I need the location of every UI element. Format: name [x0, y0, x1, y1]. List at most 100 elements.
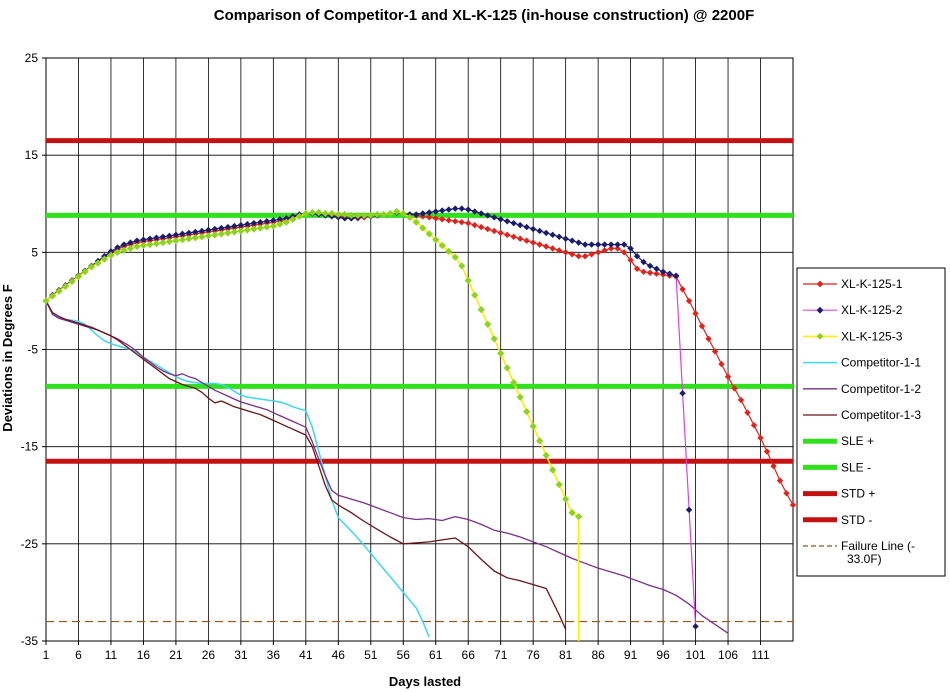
data-point-xl-k-125-3 [42, 297, 50, 305]
data-point-xl-k-125-2 [244, 220, 251, 228]
data-point-xl-k-125-3 [542, 451, 550, 460]
legend-marker-xl-k-125-2 [816, 306, 824, 314]
data-point-xl-k-125-1 [497, 229, 504, 237]
data-point-xl-k-125-3 [263, 223, 271, 231]
data-point-xl-k-125-1 [633, 265, 641, 273]
data-point-xl-k-125-3 [68, 277, 76, 286]
data-point-xl-k-125-3 [185, 235, 193, 243]
data-point-xl-k-125-2 [555, 233, 563, 240]
data-point-xl-k-125-3 [120, 246, 128, 254]
data-point-xl-k-125-2 [672, 272, 680, 279]
data-point-xl-k-125-3 [204, 232, 212, 240]
data-point-xl-k-125-2 [263, 218, 271, 225]
data-point-xl-k-125-3 [126, 244, 135, 253]
data-point-xl-k-125-2 [640, 258, 647, 266]
data-point-xl-k-125-3 [367, 211, 375, 220]
data-point-xl-k-125-3 [529, 422, 537, 430]
data-point-xl-k-125-1 [588, 251, 595, 258]
data-point-xl-k-125-1 [452, 218, 459, 225]
data-point-xl-k-125-2 [516, 221, 524, 229]
data-point-xl-k-125-2 [153, 234, 160, 241]
data-point-xl-k-125-1 [478, 223, 485, 231]
data-point-xl-k-125-3 [81, 268, 89, 276]
data-point-xl-k-125-3 [432, 236, 440, 244]
data-point-xl-k-125-3 [347, 211, 355, 220]
data-point-xl-k-125-1 [750, 422, 758, 429]
data-point-xl-k-125-3 [48, 292, 57, 300]
series-line-competitor-1-1 [45, 300, 430, 638]
data-point-xl-k-125-2 [452, 205, 459, 212]
data-point-xl-k-125-2 [588, 241, 595, 248]
legend-label-sle: SLE + [841, 434, 874, 448]
x-axis-title: Days lasted [389, 674, 461, 689]
data-point-xl-k-125-2 [497, 216, 504, 223]
series-line-competitor-1-3 [45, 300, 567, 630]
data-point-xl-k-125-1 [542, 243, 550, 250]
data-point-xl-k-125-2 [107, 248, 115, 255]
data-point-xl-k-125-1 [536, 241, 543, 248]
data-point-xl-k-125-1 [718, 360, 725, 368]
x-tick-label: 76 [526, 648, 540, 662]
data-point-xl-k-125-2 [166, 232, 173, 240]
data-point-xl-k-125-2 [231, 222, 238, 230]
data-point-xl-k-125-1 [568, 251, 576, 258]
data-point-xl-k-125-1 [601, 247, 608, 254]
data-point-xl-k-125-1 [575, 253, 582, 260]
data-point-xl-k-125-2 [419, 210, 426, 217]
data-point-xl-k-125-3 [406, 213, 414, 221]
data-point-xl-k-125-3 [334, 210, 342, 219]
legend-label-competitor-1-3: Competitor-1-3 [841, 408, 921, 422]
x-tick-label: 81 [559, 648, 573, 662]
data-point-xl-k-125-2 [211, 225, 219, 233]
data-point-xl-k-125-2 [283, 215, 290, 222]
data-point-xl-k-125-1 [620, 249, 628, 256]
data-point-xl-k-125-1 [607, 245, 615, 252]
data-point-xl-k-125-3 [243, 226, 251, 234]
data-point-xl-k-125-2 [575, 239, 582, 246]
data-point-xl-k-125-3 [328, 209, 336, 218]
data-point-xl-k-125-2 [458, 205, 465, 212]
data-point-xl-k-125-3 [94, 259, 102, 267]
data-point-xl-k-125-3 [555, 480, 563, 489]
data-point-xl-k-125-2 [341, 215, 348, 222]
data-point-xl-k-125-2 [633, 253, 641, 260]
data-point-xl-k-125-2 [218, 224, 225, 232]
data-point-xl-k-125-1 [594, 249, 602, 256]
data-point-xl-k-125-2 [614, 241, 621, 248]
data-point-xl-k-125-3 [562, 495, 570, 503]
data-point-xl-k-125-1 [432, 215, 439, 222]
data-point-xl-k-125-2 [224, 223, 232, 231]
data-point-xl-k-125-2 [179, 230, 186, 238]
x-tick-label: 41 [299, 648, 313, 662]
data-point-xl-k-125-1 [692, 310, 699, 317]
x-tick-label: 101 [686, 648, 706, 662]
data-point-xl-k-125-1 [458, 219, 465, 226]
data-point-xl-k-125-2 [465, 206, 472, 213]
legend-marker-xl-k-125-1 [816, 280, 824, 288]
data-point-xl-k-125-3 [55, 287, 63, 295]
data-point-xl-k-125-3 [217, 230, 225, 238]
data-point-xl-k-125-3 [61, 282, 70, 290]
y-tick-label: -5 [27, 343, 38, 357]
data-point-xl-k-125-2 [666, 270, 673, 277]
data-point-xl-k-125-2 [426, 209, 433, 216]
x-tick-label: 61 [429, 648, 443, 662]
data-point-xl-k-125-3 [100, 255, 109, 263]
data-point-xl-k-125-3 [373, 210, 381, 219]
series-line-competitor-1-2 [45, 300, 729, 634]
legend-marker-xl-k-125-3 [816, 333, 824, 340]
data-point-xl-k-125-3 [451, 253, 459, 261]
data-point-xl-k-125-1 [465, 219, 472, 227]
data-point-xl-k-125-2 [503, 218, 511, 225]
data-point-xl-k-125-3 [250, 225, 258, 233]
data-point-xl-k-125-2 [185, 229, 193, 237]
data-point-xl-k-125-3 [211, 231, 219, 239]
data-point-xl-k-125-1 [562, 249, 569, 256]
data-point-xl-k-125-3 [224, 229, 232, 237]
data-point-xl-k-125-2 [127, 239, 134, 246]
data-point-xl-k-125-3 [516, 393, 524, 401]
data-point-xl-k-125-3 [256, 224, 264, 232]
data-point-xl-k-125-2 [257, 219, 264, 226]
legend: XL-K-125-1 XL-K-125-2 XL-K-125-3 Competitor… [796, 267, 946, 577]
